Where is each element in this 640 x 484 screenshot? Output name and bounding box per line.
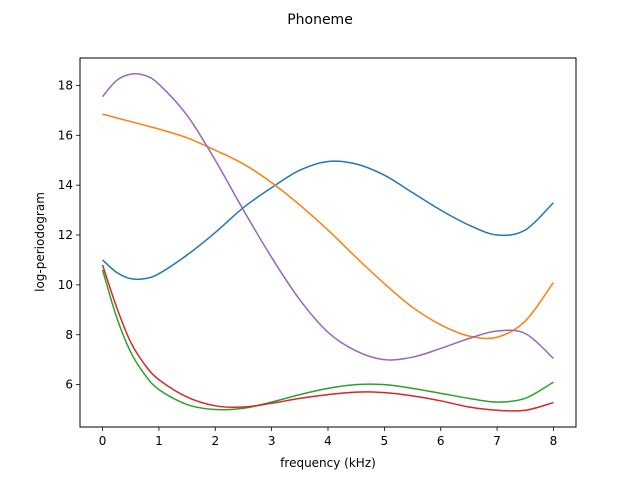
x-tick-label: 8 bbox=[550, 434, 558, 448]
y-tick-label: 14 bbox=[58, 178, 73, 192]
y-axis-ticks: 6 8 10 12 14 16 18 bbox=[58, 78, 80, 392]
x-tick-label: 6 bbox=[437, 434, 445, 448]
x-tick-label: 5 bbox=[381, 434, 389, 448]
x-tick-label: 4 bbox=[324, 434, 332, 448]
series-line-c4 bbox=[101, 73, 554, 361]
x-axis-ticks: 0 1 2 3 4 5 6 7 8 bbox=[99, 427, 558, 448]
series-line-c0 bbox=[102, 160, 554, 281]
y-tick-label: 12 bbox=[58, 228, 73, 242]
series-line-c1 bbox=[102, 113, 555, 340]
y-axis-label: log-periodogram bbox=[33, 192, 47, 292]
plot-frame bbox=[79, 57, 577, 428]
y-tick-label: 6 bbox=[65, 378, 73, 392]
x-tick-label: 2 bbox=[211, 434, 219, 448]
series-line-c3 bbox=[101, 264, 554, 412]
series-layer bbox=[101, 73, 555, 412]
y-tick-label: 8 bbox=[65, 328, 73, 342]
series-line-c2 bbox=[101, 269, 554, 411]
x-tick-label: 1 bbox=[155, 434, 163, 448]
x-tick-label: 3 bbox=[268, 434, 276, 448]
y-tick-label: 10 bbox=[58, 278, 73, 292]
y-tick-label: 18 bbox=[58, 78, 73, 92]
y-tick-label: 16 bbox=[58, 128, 73, 142]
x-axis-label: frequency (kHz) bbox=[280, 456, 376, 470]
x-tick-label: 7 bbox=[493, 434, 501, 448]
x-tick-label: 0 bbox=[99, 434, 107, 448]
chart-title: Phoneme bbox=[287, 12, 353, 28]
